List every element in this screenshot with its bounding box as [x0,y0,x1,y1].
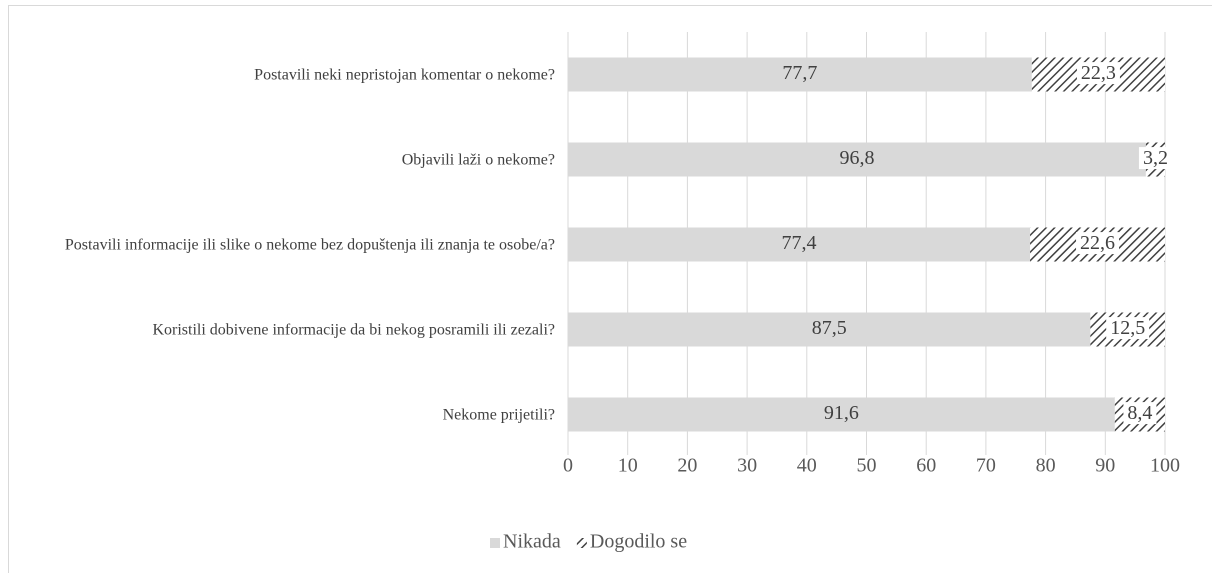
data-label: 22,6 [1080,232,1115,254]
data-label: 96,8 [839,147,874,169]
x-tick-label: 60 [916,455,936,477]
label-background [1076,62,1120,85]
category-label: Koristili dobivene informacije da bi nek… [152,321,555,338]
data-label: 91,6 [824,402,859,424]
bar-segment [568,227,1031,262]
data-label: 77,7 [782,62,817,84]
bar-segment [568,397,1115,432]
x-tick-label: 0 [563,455,573,477]
x-tick-label: 90 [1095,455,1115,477]
x-tick-label: 10 [618,455,638,477]
legend-swatch [490,538,500,548]
bar-segment [568,57,1032,92]
bar-segment [568,142,1146,177]
legend-label: Nikada [503,531,561,553]
category-label: Postavili neki nepristojan komentar o ne… [254,66,555,83]
data-label: 87,5 [812,317,847,339]
x-tick-label: 70 [976,455,996,477]
label-background [1106,317,1150,340]
category-label: Objavili laži o nekome? [401,151,555,168]
category-label: Postavili informacije ili slike o nekome… [64,236,555,253]
data-label: 3,2 [1143,147,1168,169]
label-background [1076,232,1120,255]
x-tick-label: 30 [737,455,757,477]
x-tick-label: 100 [1150,455,1180,477]
x-tick-label: 50 [857,455,877,477]
legend-swatch [576,538,587,548]
label-background [1123,402,1157,425]
data-label: 77,4 [782,232,817,254]
chart-frame [8,5,1212,573]
x-tick-label: 40 [797,455,817,477]
x-tick-label: 20 [677,455,697,477]
bar-segment [568,312,1091,347]
x-tick-label: 80 [1036,455,1056,477]
category-label: Nekome prijetili? [442,406,555,423]
label-background [1138,147,1172,170]
legend-label: Dogodilo se [590,531,687,553]
data-label: 22,3 [1081,62,1116,84]
data-label: 12,5 [1110,317,1145,339]
data-label: 8,4 [1127,402,1152,424]
